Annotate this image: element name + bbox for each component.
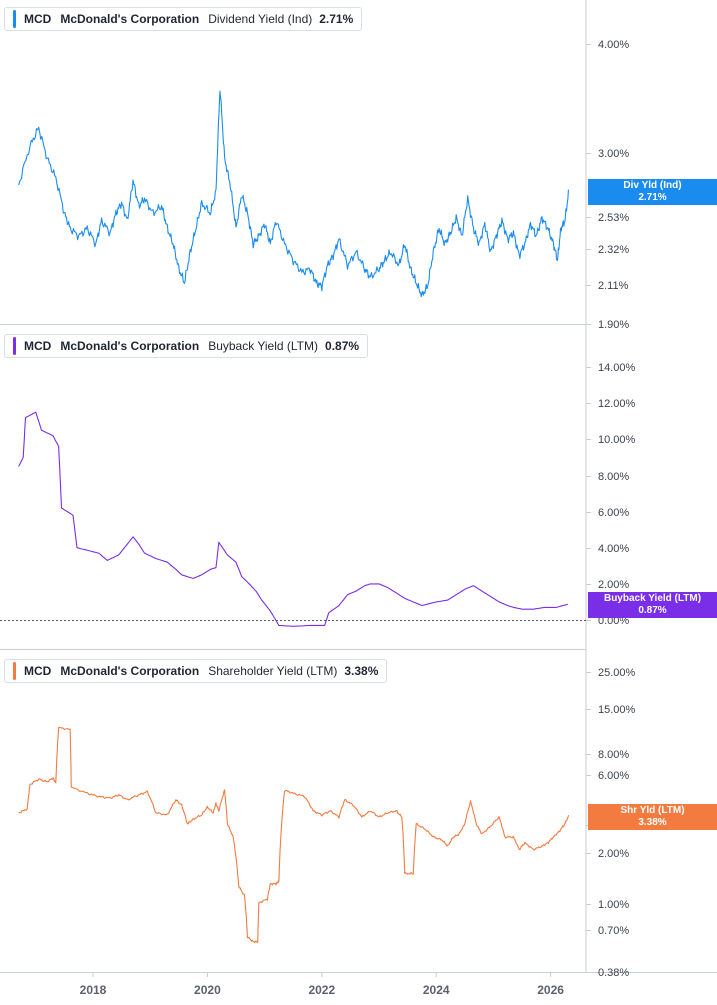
y-tick-label: 8.00% bbox=[598, 471, 629, 483]
y-tick-label: 0.38% bbox=[598, 967, 629, 979]
last-value-tag-shareholder: Shr Yld (LTM) 3.38% bbox=[588, 804, 717, 830]
legend-buyback-yield[interactable]: MCD McDonald's Corporation Buyback Yield… bbox=[4, 334, 369, 358]
legend-value: 2.71% bbox=[319, 12, 354, 26]
x-tick-label: 2024 bbox=[423, 983, 450, 997]
y-tick-label: 14.00% bbox=[598, 362, 636, 374]
legend-dividend-yield[interactable]: MCD McDonald's Corporation Dividend Yiel… bbox=[4, 7, 363, 31]
x-tick-label: 2022 bbox=[308, 983, 335, 997]
y-tick-label: 8.00% bbox=[598, 749, 629, 761]
series-color-swatch bbox=[13, 10, 16, 28]
y-tick-label: 6.00% bbox=[598, 770, 629, 782]
y-tick-label: 10.00% bbox=[598, 434, 636, 446]
last-value-tag-buyback: Buyback Yield (LTM) 0.87% bbox=[588, 592, 717, 618]
x-tick-label: 2020 bbox=[194, 983, 221, 997]
series-line-buyback bbox=[18, 411, 568, 627]
y-tick-label: 2.32% bbox=[598, 244, 629, 256]
legend-shareholder-yield[interactable]: MCD McDonald's Corporation Shareholder Y… bbox=[4, 659, 388, 683]
y-tick-label: 2.00% bbox=[598, 579, 629, 591]
y-tick-label: 12.00% bbox=[598, 398, 636, 410]
y-tick-label: 25.00% bbox=[598, 667, 636, 679]
tag-value: 0.87% bbox=[638, 605, 667, 616]
legend-value: 3.38% bbox=[344, 664, 379, 678]
y-tick-label: 6.00% bbox=[598, 507, 629, 519]
x-tick-label: 2018 bbox=[80, 983, 107, 997]
x-tick-label: 2026 bbox=[537, 983, 564, 997]
series-line-dividend bbox=[18, 90, 570, 298]
y-tick-label: 4.00% bbox=[598, 543, 629, 555]
legend-ticker: MCD bbox=[24, 339, 52, 353]
legend-metric: Dividend Yield (Ind) bbox=[208, 12, 313, 26]
y-tick-label: 1.90% bbox=[598, 319, 629, 331]
series-line-shareholder bbox=[18, 726, 570, 944]
legend-company: McDonald's Corporation bbox=[60, 339, 200, 353]
series-color-swatch bbox=[13, 337, 16, 355]
y-tick-label: 0.70% bbox=[598, 925, 629, 937]
tag-value: 2.71% bbox=[638, 192, 667, 203]
y-tick-label: 4.00% bbox=[598, 39, 629, 51]
tag-label: Shr Yld (LTM) bbox=[620, 805, 685, 816]
y-tick-label: 2.53% bbox=[598, 212, 629, 224]
tag-value: 3.38% bbox=[638, 817, 667, 828]
legend-value: 0.87% bbox=[325, 339, 360, 353]
legend-ticker: MCD bbox=[24, 664, 52, 678]
y-tick-label: 2.00% bbox=[598, 848, 629, 860]
legend-company: McDonald's Corporation bbox=[60, 12, 200, 26]
y-tick-label: 15.00% bbox=[598, 704, 636, 716]
legend-metric: Buyback Yield (LTM) bbox=[208, 339, 319, 353]
legend-ticker: MCD bbox=[24, 12, 52, 26]
legend-company: McDonald's Corporation bbox=[60, 664, 200, 678]
y-tick-label: 3.00% bbox=[598, 148, 629, 160]
series-color-swatch bbox=[13, 662, 16, 680]
legend-metric: Shareholder Yield (LTM) bbox=[208, 664, 338, 678]
y-tick-label: 2.11% bbox=[598, 280, 629, 292]
last-value-tag-dividend: Div Yld (Ind) 2.71% bbox=[588, 179, 717, 205]
y-tick-label: 0.00% bbox=[598, 615, 629, 627]
y-tick-label: 1.00% bbox=[598, 899, 629, 911]
tag-label: Buyback Yield (LTM) bbox=[603, 593, 702, 604]
tag-label: Div Yld (Ind) bbox=[623, 180, 682, 191]
